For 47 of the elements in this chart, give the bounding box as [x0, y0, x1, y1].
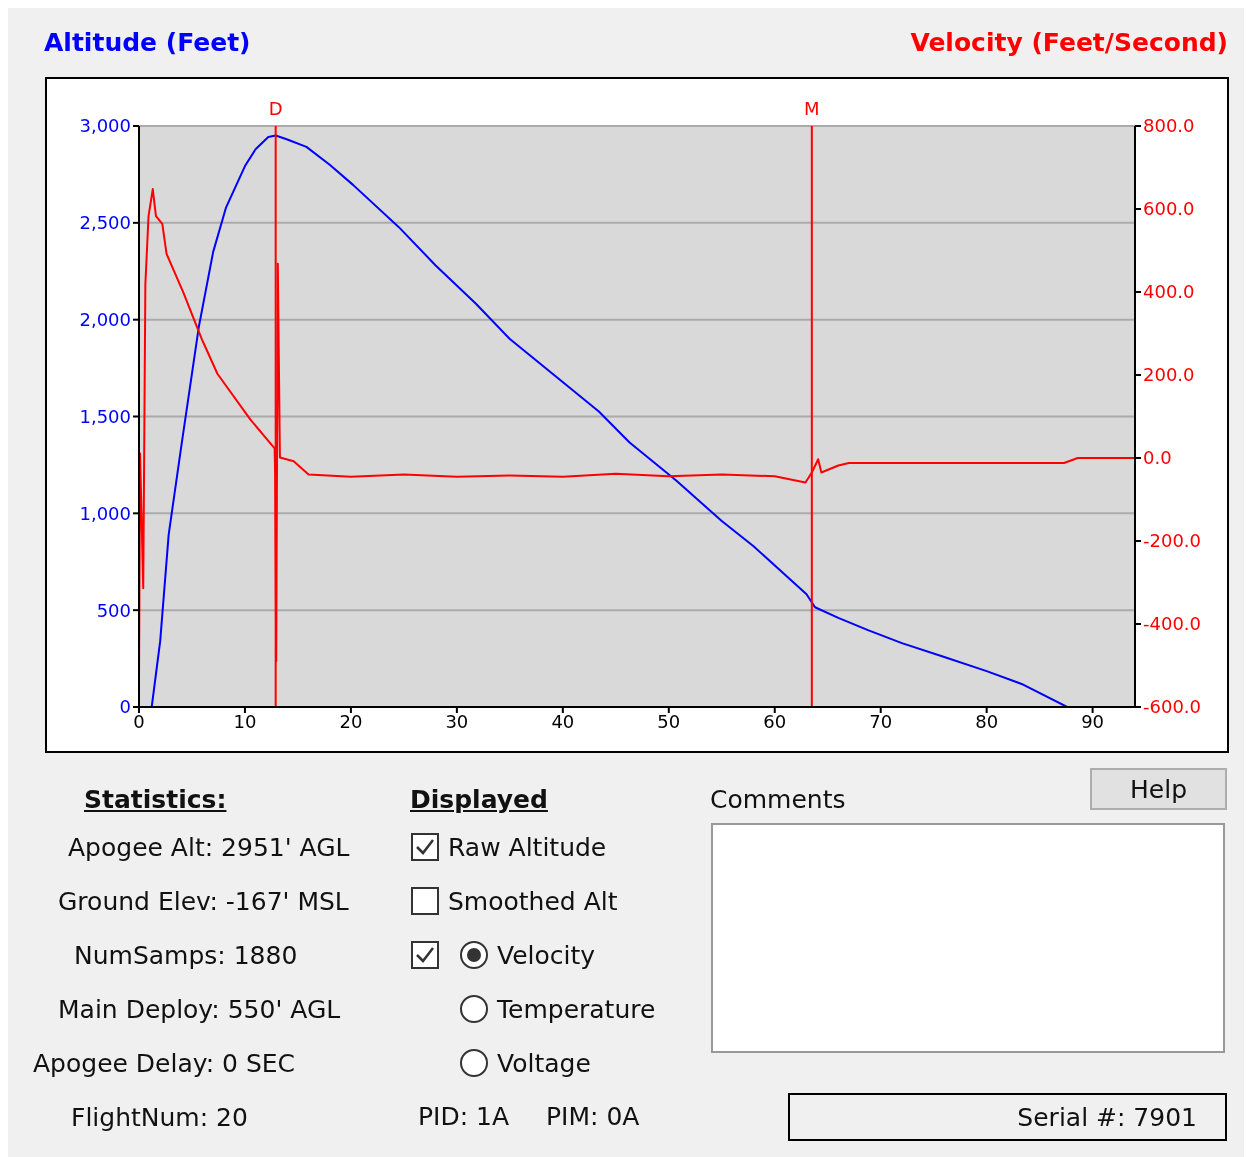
y2-tick-label: -400.0: [1143, 613, 1202, 635]
y2-tick-label: -200.0: [1143, 530, 1202, 552]
y-tick-label: 0: [119, 696, 131, 718]
y2-tick-label: 200.0: [1143, 364, 1195, 386]
ref-line-label: D: [268, 97, 283, 119]
x-tick-label: 20: [339, 710, 363, 732]
y-tick-label: 2,500: [79, 212, 131, 234]
text: Velocity: [497, 941, 596, 970]
x-tick-label: 10: [233, 710, 257, 732]
text: Apogee Alt: 2951' AGL: [68, 833, 350, 862]
x-tick-label: 60: [763, 710, 787, 732]
y-tick-label: 500: [96, 599, 131, 621]
y2-tick-label: 0.0: [1143, 447, 1172, 469]
y2-tick-label: 800.0: [1143, 115, 1195, 137]
y-tick-label: 1,500: [79, 405, 131, 427]
text: Temperature: [497, 995, 656, 1024]
text: PID: 1A: [418, 1102, 510, 1131]
y-tick-label: 3,000: [79, 115, 131, 137]
y2-tick-label: -600.0: [1143, 696, 1202, 718]
y2-axis-title: Velocity (Feet/Second): [910, 28, 1228, 57]
text: FlightNum: 20: [71, 1103, 248, 1132]
x-tick-label: 90: [1081, 710, 1105, 732]
text: Apogee Delay: 0 SEC: [33, 1049, 296, 1078]
x-tick-label: 70: [869, 710, 893, 732]
text: Comments: [710, 785, 846, 814]
y2-tick-label: 400.0: [1143, 281, 1195, 303]
y-axis-title: Altitude (Feet): [44, 28, 251, 57]
text: PIM: 0A: [546, 1102, 640, 1131]
y-tick-label: 2,000: [79, 309, 131, 331]
text: Voltage: [497, 1049, 591, 1078]
x-tick-label: 0: [133, 710, 145, 732]
x-tick-label: 30: [445, 710, 469, 732]
text: Statistics:: [84, 785, 227, 814]
text: Help: [1090, 768, 1227, 810]
text: Main Deploy: 550' AGL: [58, 995, 341, 1024]
x-tick-label: 40: [551, 710, 575, 732]
text: NumSamps: 1880: [74, 941, 298, 970]
text: Serial #: 7901: [1017, 1102, 1197, 1132]
text: Displayed: [410, 785, 548, 814]
y-tick-label: 1,000: [79, 502, 131, 524]
x-tick-label: 50: [657, 710, 681, 732]
text: Raw Altitude: [448, 833, 607, 862]
text: Ground Elev: -167' MSL: [58, 887, 349, 916]
x-tick-label: 80: [975, 710, 999, 732]
ref-line-label: M: [804, 97, 820, 119]
y2-tick-label: 600.0: [1143, 198, 1195, 220]
text: Smoothed Alt: [448, 887, 618, 916]
